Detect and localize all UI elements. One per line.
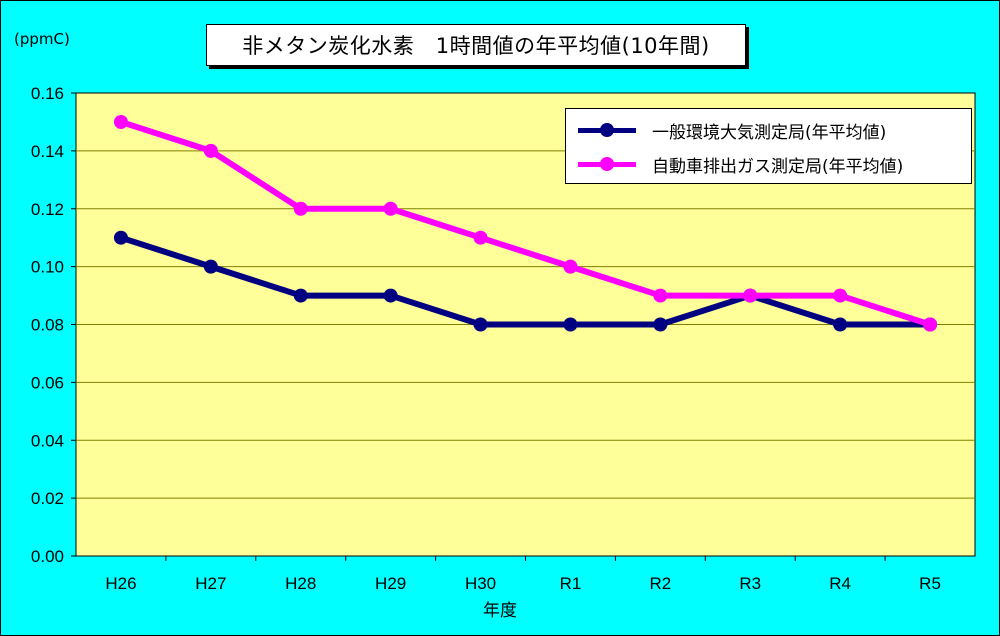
data-point-roadside [113, 114, 128, 129]
legend-item-roadside: 自動車排出ガス測定局(年平均値) [578, 152, 904, 177]
chart-title-text: 非メタン炭化水素 1時間値の年平均値(10年間) [242, 34, 710, 58]
legend-swatch-general [578, 118, 636, 142]
legend-label-roadside: 自動車排出ガス測定局(年平均値) [652, 156, 904, 177]
legend-marker-roadside [600, 157, 614, 171]
data-point-roadside [653, 288, 668, 303]
legend-label-general: 一般環境大気測定局(年平均値) [652, 122, 887, 143]
data-point-general [113, 230, 128, 245]
data-point-roadside [203, 143, 218, 158]
data-point-general [383, 288, 398, 303]
data-point-roadside [563, 259, 578, 274]
chart-title: 非メタン炭化水素 1時間値の年平均値(10年間) [206, 24, 746, 66]
data-point-general [293, 288, 308, 303]
data-point-roadside [293, 201, 308, 216]
x-tick-label: H29 [375, 574, 406, 593]
y-axis-ticks: 0.00 0.02 0.04 0.06 0.08 0.10 0.12 0.14 0.16 [31, 84, 76, 566]
series-group [113, 114, 938, 332]
y-tick-label: 0.08 [31, 316, 64, 335]
data-point-roadside [833, 288, 848, 303]
y-tick-label: 0.14 [31, 142, 64, 161]
y-unit-label: (ppmC) [14, 30, 70, 48]
x-tick-label: R5 [919, 574, 941, 593]
legend-item-general: 一般環境大気測定局(年平均値) [578, 118, 887, 143]
legend: 一般環境大気測定局(年平均値) 自動車排出ガス測定局(年平均値) [565, 108, 972, 184]
x-tick-label: H26 [105, 574, 136, 593]
legend-swatch-roadside [578, 152, 636, 176]
y-tick-label: 0.00 [31, 547, 64, 566]
x-axis-label: 年度 [483, 601, 517, 621]
y-tick-label: 0.10 [31, 258, 64, 277]
x-tick-label: H27 [195, 574, 226, 593]
data-point-general [563, 317, 578, 332]
data-point-general [203, 259, 218, 274]
y-tick-label: 0.04 [31, 431, 64, 450]
legend-marker-general [600, 123, 614, 137]
y-tick-label: 0.16 [31, 84, 64, 103]
x-tick-label: H30 [465, 574, 496, 593]
data-point-roadside [923, 317, 938, 332]
data-point-roadside [383, 201, 398, 216]
x-axis-ticks: H26 H27 H28 H29 H30 R1 R2 R3 R4 R5 [105, 556, 941, 593]
x-tick-label: R1 [560, 574, 582, 593]
x-tick-label: R2 [649, 574, 671, 593]
series-line-general [117, 234, 934, 328]
x-tick-label: R3 [739, 574, 761, 593]
y-tick-label: 0.06 [31, 373, 64, 392]
data-point-general [653, 317, 668, 332]
x-tick-label: R4 [829, 574, 851, 593]
y-tick-label: 0.12 [31, 200, 64, 219]
data-point-general [473, 317, 488, 332]
series-line-roadside [117, 118, 934, 328]
data-point-general [833, 317, 848, 332]
data-point-roadside [473, 230, 488, 245]
data-point-roadside [743, 288, 758, 303]
x-tick-label: H28 [285, 574, 316, 593]
y-tick-label: 0.02 [31, 489, 64, 508]
